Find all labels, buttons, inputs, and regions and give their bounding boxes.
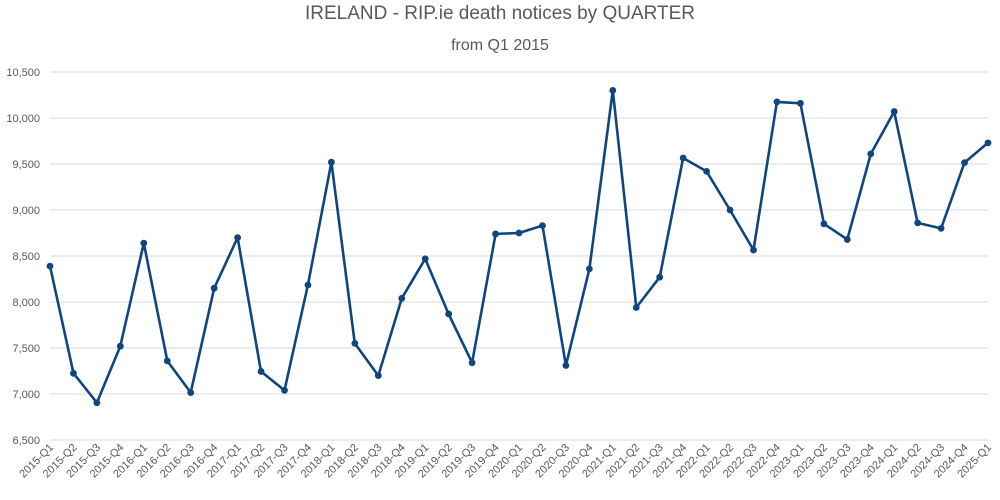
data-point [281, 386, 288, 394]
data-point [562, 362, 570, 369]
chart-title: IRELAND - RIP.ie death notices by QUARTE… [304, 3, 695, 24]
data-point [773, 98, 781, 106]
data-point [843, 236, 851, 243]
data-point [398, 294, 406, 302]
x-axis: 2015-Q12015-Q22015-Q32015-Q42016-Q12016-… [17, 442, 994, 481]
data-point [656, 273, 664, 281]
data-point [304, 281, 312, 289]
data-point [515, 229, 523, 237]
data-point [585, 265, 593, 273]
data-point [140, 239, 148, 247]
data-point [421, 255, 429, 263]
data-point [914, 219, 922, 227]
data-point [234, 234, 242, 242]
y-tick-label: 7,500 [12, 343, 40, 355]
data-point [750, 246, 757, 254]
data-point [726, 206, 734, 214]
y-tick-label: 8,000 [12, 297, 40, 309]
y-tick-label: 10,500 [6, 67, 40, 79]
data-point [445, 310, 453, 318]
data-point [93, 399, 101, 407]
y-axis: 6,500 7,000 7,500 8,000 8,500 9,000 9,500 10,00… [6, 67, 40, 447]
series-line [48, 89, 989, 405]
chart-subtitle: from Q1 2015 [451, 37, 549, 54]
data-point [187, 389, 195, 397]
data-point [257, 368, 265, 375]
data-point [116, 342, 124, 350]
data-point [163, 357, 171, 365]
data-point [961, 159, 968, 167]
data-point [820, 220, 828, 228]
data-point [539, 222, 546, 230]
y-tick-label: 9,500 [12, 159, 40, 171]
data-point [632, 304, 640, 311]
data-point [468, 359, 476, 367]
y-tick-label: 10,000 [6, 113, 40, 125]
data-point [797, 99, 804, 107]
data-point [703, 167, 710, 175]
data-point [984, 139, 992, 147]
y-tick-label: 9,000 [12, 205, 40, 217]
y-tick-label: 8,500 [12, 251, 40, 263]
data-point [890, 108, 898, 115]
data-point [210, 284, 218, 292]
data-point [679, 154, 687, 162]
data-point [867, 150, 875, 158]
data-point [70, 369, 77, 377]
data-point [492, 230, 499, 238]
gridlines [50, 71, 988, 441]
data-point [374, 372, 382, 379]
data-point [351, 340, 359, 347]
y-tick-label: 6,500 [12, 435, 40, 447]
y-tick-label: 7,000 [12, 389, 40, 401]
data-point [937, 225, 945, 232]
data-point [46, 262, 54, 270]
data-point [328, 158, 335, 166]
series-deaths [46, 87, 992, 407]
data-point [609, 87, 617, 94]
